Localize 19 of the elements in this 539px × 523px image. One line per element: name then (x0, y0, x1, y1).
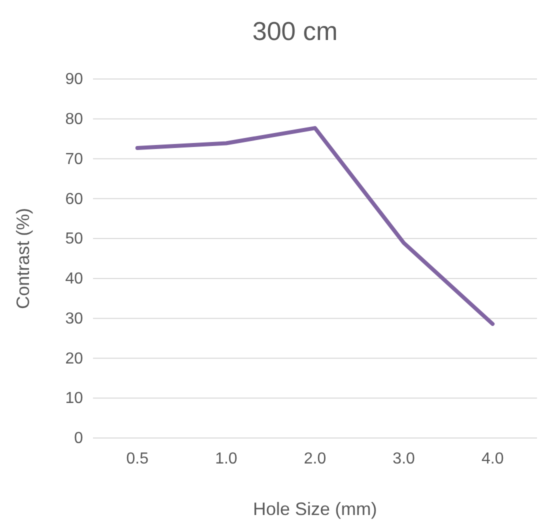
chart-title: 300 cm (252, 16, 338, 46)
x-axis-title: Hole Size (mm) (252, 499, 378, 519)
y-tick-label: 0 (74, 430, 84, 448)
x-tick-label: 2.0 (304, 450, 326, 468)
y-tick-label: 50 (65, 230, 84, 248)
y-tick-label: 70 (65, 150, 84, 168)
y-tick-label: 80 (65, 111, 84, 128)
y-tick-label: 60 (65, 190, 84, 208)
x-tick-label: 3.0 (392, 450, 416, 468)
y-tick-label: 30 (65, 310, 84, 328)
line-series (135, 126, 495, 326)
y-tick-label: 90 (65, 71, 84, 88)
y-tick-label: 40 (65, 270, 84, 288)
x-tick-label: 1.0 (215, 450, 238, 468)
y-tick-label: 10 (65, 390, 84, 408)
x-tick-label: 0.5 (126, 450, 149, 468)
y-axis-title: Contrast (%) (13, 208, 33, 310)
x-tick-label: 4.0 (481, 450, 504, 468)
y-tick-label: 20 (65, 350, 84, 368)
